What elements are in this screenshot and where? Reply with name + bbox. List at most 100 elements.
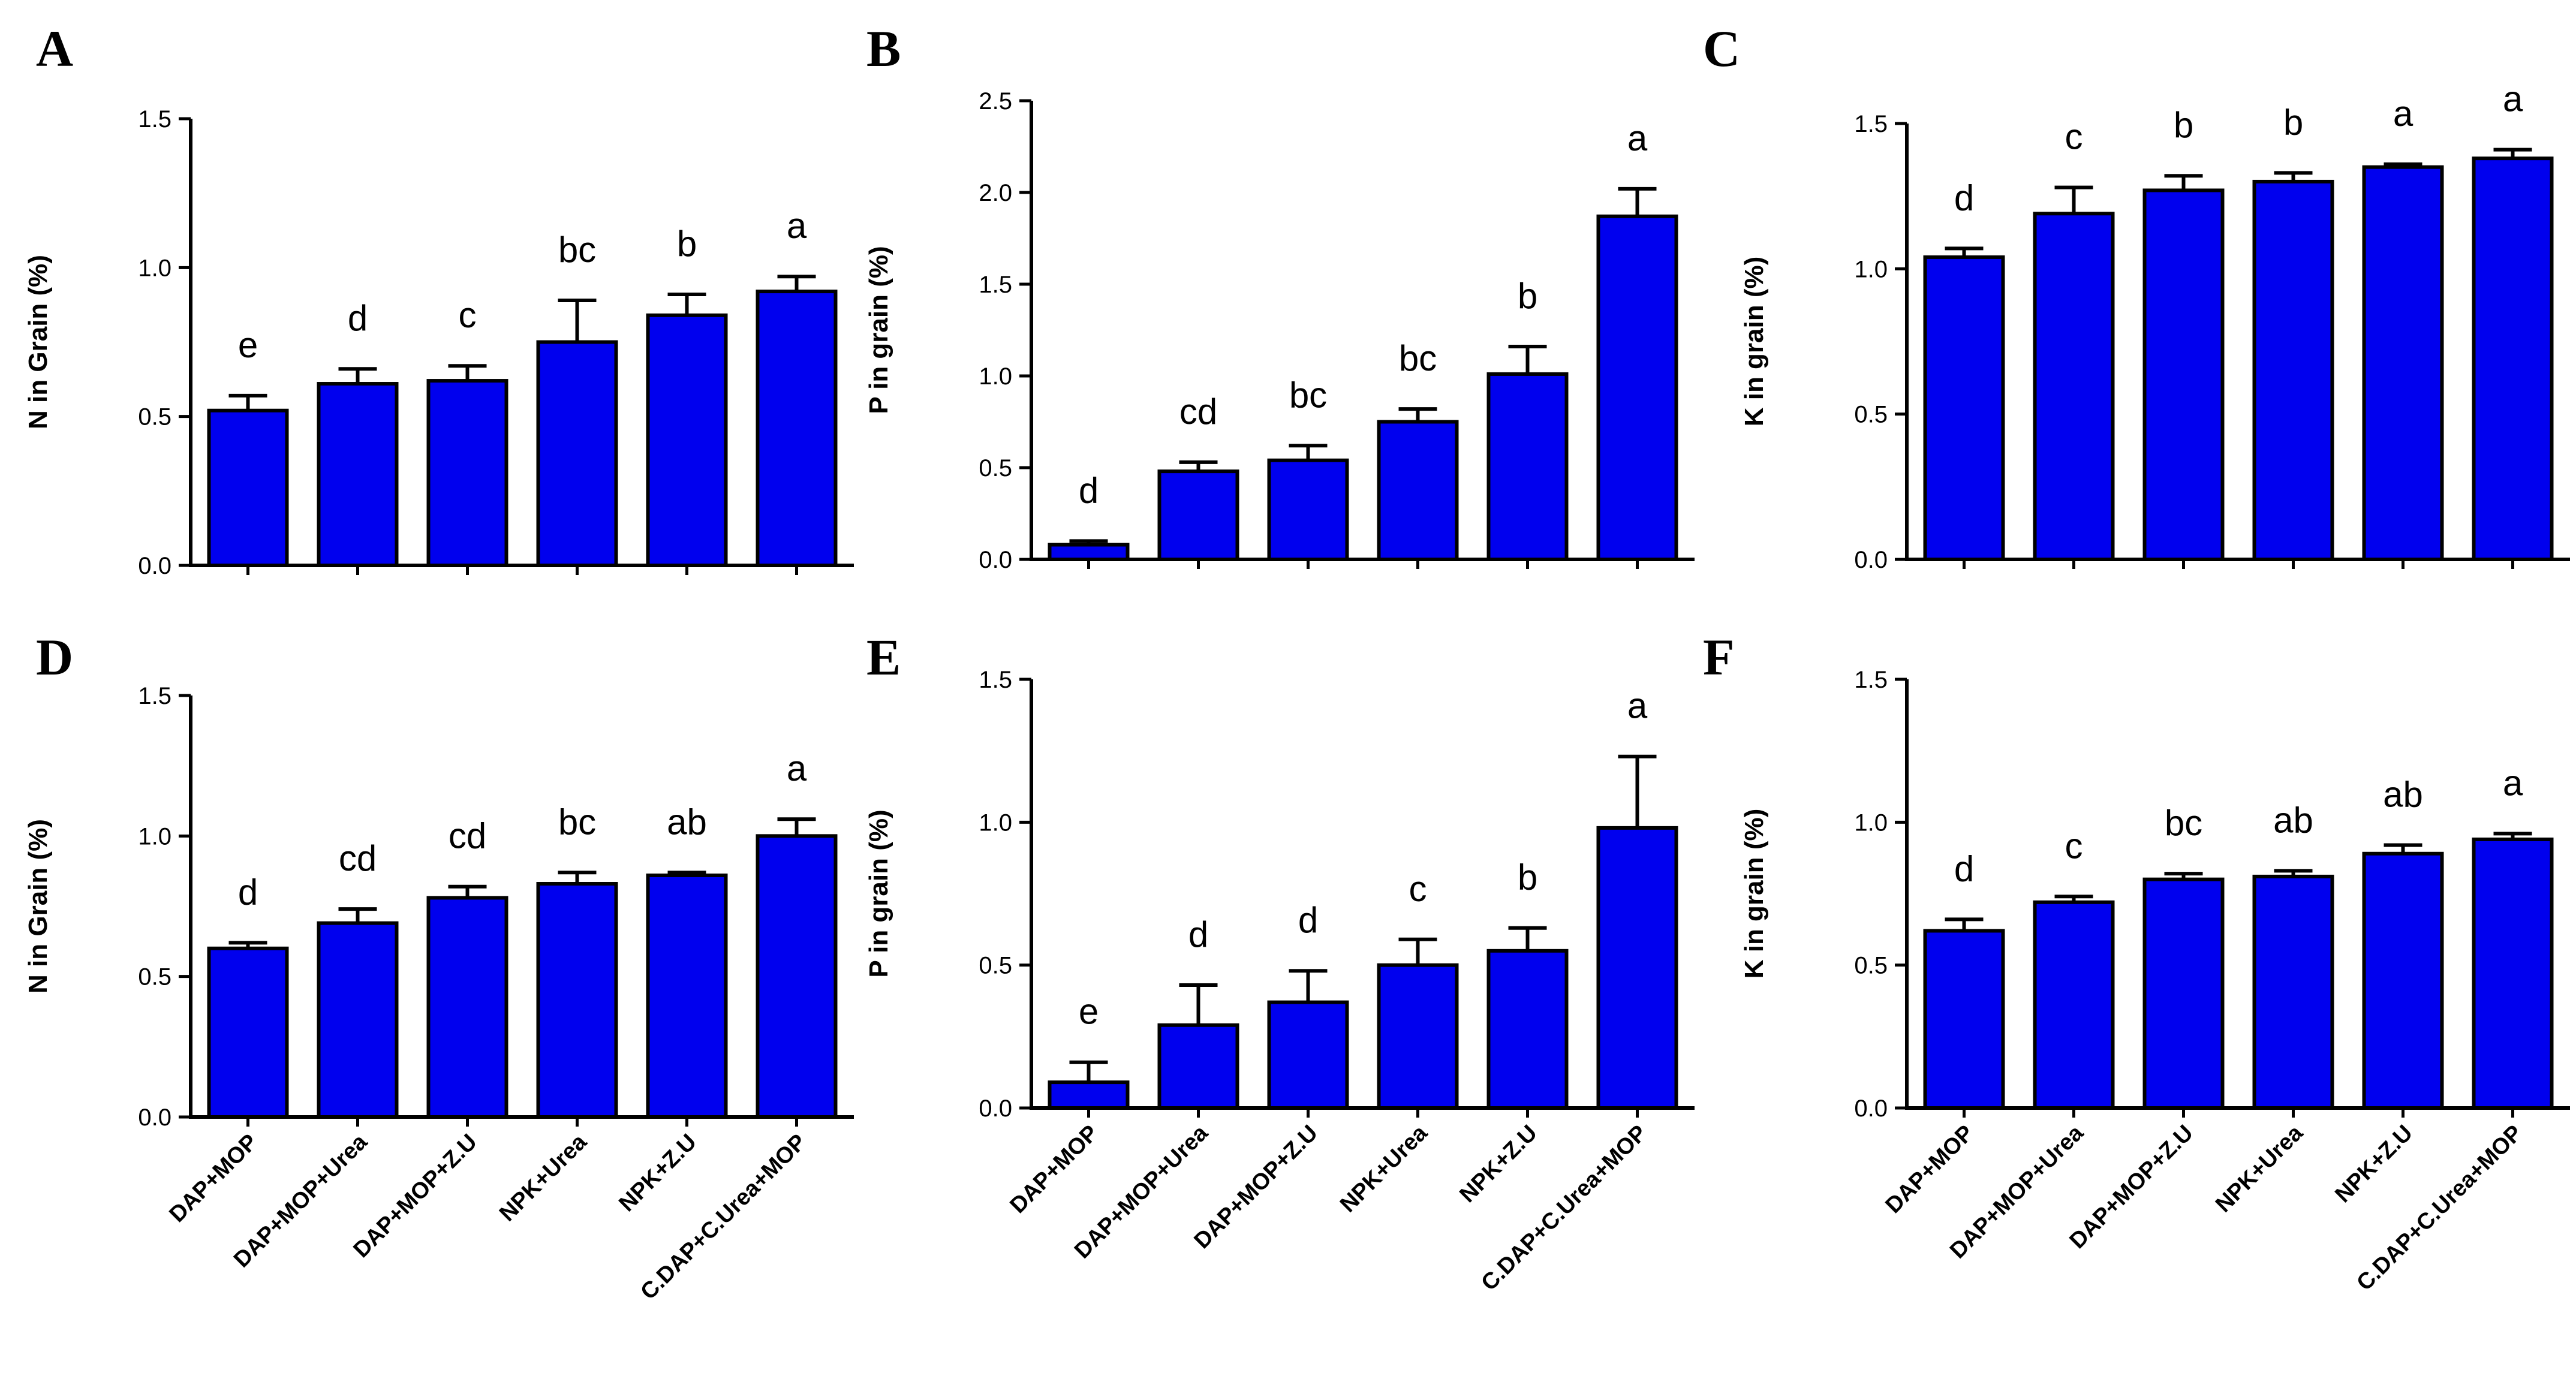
y-tick-label: 1.0: [138, 823, 171, 850]
significance-letter: e: [1079, 992, 1099, 1032]
significance-letter: bc: [558, 802, 596, 842]
y-tick-label: 0.5: [138, 964, 171, 990]
significance-letter: a: [1627, 686, 1648, 726]
significance-letter: a: [1627, 118, 1648, 158]
bar: [2252, 179, 2334, 561]
significance-letter: b: [2174, 105, 2193, 145]
y-axis-label: N in Grain (%): [23, 819, 53, 993]
chart-panel-b: B 0.0 0.5 1.0 1.5 2.0 2.5 P in grain (%) d cd bc bc…: [864, 20, 1695, 573]
bar: [756, 290, 838, 567]
chart-panel-a: A 0.0 0.5 1.0 1.5 N in Grain (%) e d c bc b a: [23, 20, 854, 579]
y-tick-label: 1.0: [979, 363, 1012, 390]
x-tick-label: DAP+MOP: [165, 1130, 263, 1227]
chart-panel-d: D0.00.51.01.5N in Grain (%) dDAP+MOPcdDAP…: [23, 628, 854, 1305]
x-tick-label: NPK+Urea: [1335, 1120, 1433, 1217]
significance-letter: c: [2065, 826, 2083, 866]
bar: [2362, 851, 2444, 1110]
bar: [536, 882, 618, 1119]
significance-letter: cd: [339, 838, 377, 878]
y-tick-label: 1.5: [138, 106, 171, 133]
y-tick-label: 0.0: [1854, 547, 1888, 573]
x-tick-label: NPK+Urea: [2211, 1120, 2308, 1217]
bar: [1267, 1000, 1349, 1110]
significance-letter: c: [459, 295, 477, 335]
chart-panel-e: E0.00.51.01.5P in grain (%)eDAP+MOPdDAP+…: [864, 628, 1695, 1296]
bar: [2033, 212, 2115, 562]
significance-letter: b: [677, 224, 697, 264]
significance-letter: d: [1188, 914, 1208, 955]
significance-letter: b: [1518, 276, 1537, 316]
bar: [207, 408, 289, 567]
significance-letter: b: [2283, 102, 2303, 142]
significance-letter: bc: [1399, 338, 1437, 378]
chart-panel-f: F0.00.51.01.5K in grain (%) dDAP+MOPcDAP+…: [1703, 628, 2570, 1296]
bar: [1596, 826, 1678, 1110]
bar: [1157, 469, 1239, 561]
significance-letter: e: [238, 325, 258, 365]
panel-letter: A: [36, 20, 73, 77]
bar: [1486, 372, 1569, 561]
significance-letter: bc: [2165, 803, 2202, 843]
y-tick-label: 1.5: [979, 272, 1012, 298]
bar: [317, 921, 399, 1119]
y-tick-label: 1.5: [979, 667, 1012, 693]
panel-letter: B: [866, 20, 901, 77]
significance-letter: cd: [1179, 392, 1217, 432]
bar: [2033, 900, 2115, 1110]
x-tick-label: NPK+Z.U: [2330, 1121, 2417, 1208]
significance-letter: cd: [449, 816, 486, 856]
y-tick-label: 1.5: [1854, 667, 1888, 693]
bar: [2252, 874, 2334, 1110]
bar: [1923, 255, 2005, 561]
significance-letter: a: [2503, 79, 2523, 119]
y-tick-label: 0.5: [979, 953, 1012, 979]
y-tick-label: 0.0: [138, 553, 171, 579]
significance-letter: ab: [2273, 800, 2313, 840]
significance-letter: ab: [667, 802, 707, 842]
y-tick-label: 1.0: [979, 809, 1012, 836]
bar: [1157, 1023, 1239, 1110]
panel-letter: C: [1703, 20, 1740, 77]
panel-letter: D: [36, 628, 73, 686]
y-axis-label: P in grain (%): [864, 809, 893, 977]
bar: [756, 834, 838, 1119]
bar: [646, 873, 728, 1119]
y-tick-label: 1.5: [138, 683, 171, 709]
bar: [426, 896, 508, 1119]
bar: [1377, 963, 1459, 1110]
y-tick-label: 0.5: [138, 404, 171, 430]
significance-letter: ab: [2383, 774, 2423, 814]
y-tick-label: 0.0: [979, 1095, 1012, 1122]
y-tick-label: 1.0: [1854, 256, 1888, 282]
bar: [1596, 214, 1678, 561]
significance-letter: b: [1518, 857, 1537, 898]
bar: [646, 313, 728, 567]
significance-letter: bc: [1289, 375, 1327, 415]
y-tick-label: 1.0: [138, 255, 171, 281]
y-tick-label: 0.5: [979, 455, 1012, 481]
bar: [2472, 156, 2554, 562]
significance-letter: d: [1954, 177, 1974, 218]
bar: [1923, 929, 2005, 1110]
bar: [536, 340, 618, 567]
panel-letter: F: [1703, 628, 1735, 686]
significance-letter: a: [787, 748, 807, 788]
x-tick-label: DAP+MOP: [1881, 1121, 1979, 1218]
x-tick-label: NPK+Z.U: [1455, 1121, 1542, 1208]
y-tick-label: 2.5: [979, 88, 1012, 115]
bar: [1486, 949, 1569, 1110]
bar: [2142, 188, 2225, 561]
y-axis-label: K in grain (%): [1740, 257, 1769, 427]
significance-letter: d: [238, 872, 258, 912]
significance-letter: a: [2393, 94, 2414, 134]
chart-panel-c: C 0.0 0.5 1.0 1.5 K in grain (%) d c b b a a: [1703, 20, 2570, 573]
bar: [2472, 837, 2554, 1110]
bar: [426, 379, 508, 567]
bar: [1048, 543, 1130, 562]
significance-letter: d: [348, 298, 368, 338]
significance-letter: d: [1298, 900, 1318, 940]
significance-letter: c: [1409, 869, 1427, 909]
y-tick-label: 0.0: [979, 547, 1012, 573]
y-tick-label: 0.0: [138, 1104, 171, 1131]
